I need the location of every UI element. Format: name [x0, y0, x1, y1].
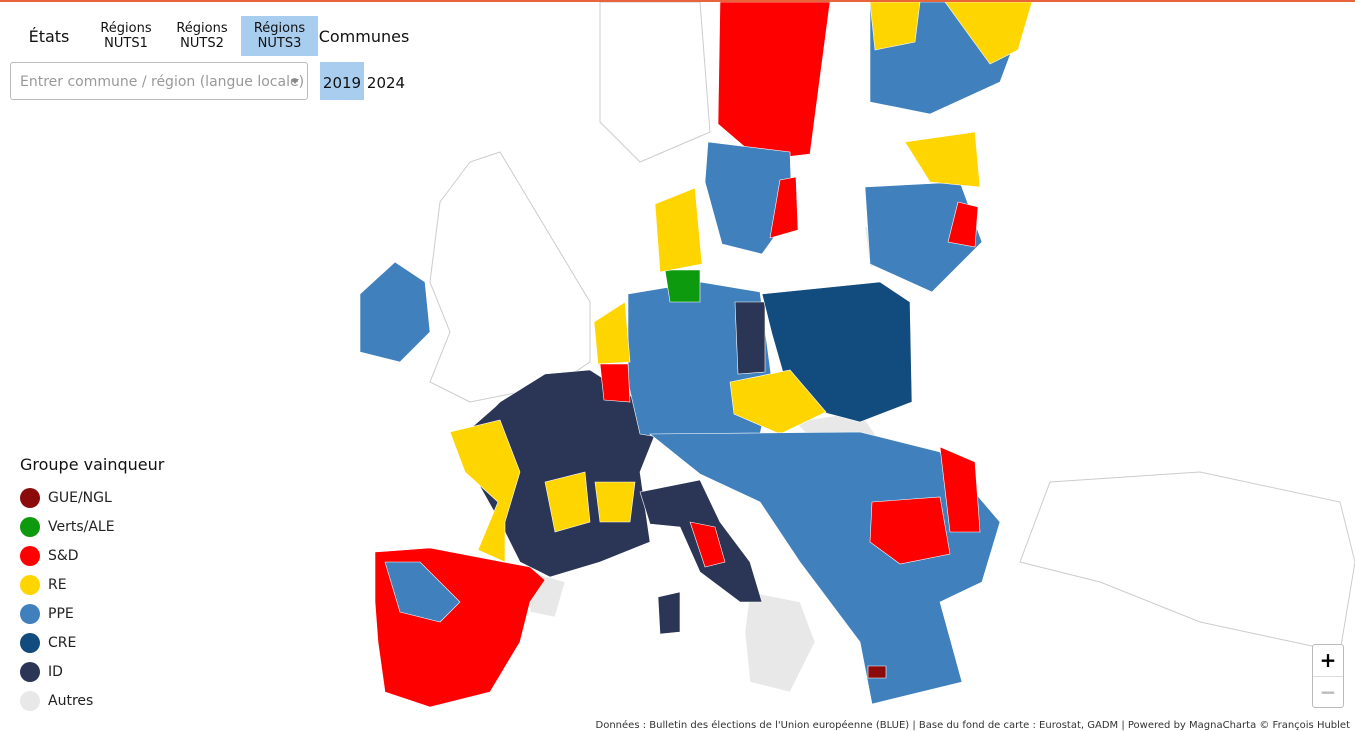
legend-title: Groupe vainqueur — [20, 455, 165, 474]
attribution: Données : Bulletin des élections de l'Un… — [595, 720, 1350, 731]
year-button[interactable]: 2024 — [366, 74, 406, 92]
year-button[interactable]: 2019 — [320, 62, 364, 100]
zoom-control: + − — [1312, 644, 1344, 708]
tab[interactable]: Régions NUTS1 — [94, 16, 158, 56]
legend-item: GUE/NGL — [20, 483, 164, 512]
legend-swatch — [20, 574, 40, 595]
land — [599, 2, 711, 163]
legend-label: Verts/ALE — [48, 518, 115, 535]
region — [734, 301, 766, 375]
tab[interactable]: Régions NUTS3 — [241, 16, 318, 56]
tab-label: NUTS2 — [180, 36, 224, 51]
region — [384, 561, 461, 623]
region — [744, 591, 816, 693]
region — [594, 481, 636, 523]
legend-item: Verts/ALE — [20, 512, 164, 541]
legend-label: RE — [48, 576, 67, 593]
region — [947, 201, 979, 248]
tab-label: NUTS3 — [257, 36, 302, 51]
legend-item: RE — [20, 570, 164, 599]
region — [729, 369, 827, 435]
legend-item: CRE — [20, 628, 164, 657]
region — [664, 269, 701, 303]
region — [769, 176, 799, 239]
legend-swatch — [20, 603, 40, 624]
land — [1019, 471, 1355, 653]
legend-item: PPE — [20, 599, 164, 628]
zoom-out[interactable]: − — [1313, 676, 1343, 708]
region — [544, 471, 591, 533]
tab-label: Régions — [100, 21, 152, 36]
region — [599, 363, 631, 403]
region — [944, 2, 1033, 65]
region — [689, 521, 726, 568]
tab[interactable]: États — [20, 16, 78, 56]
land — [429, 151, 591, 403]
legend-item: Autres — [20, 686, 164, 715]
region — [869, 2, 921, 51]
region — [939, 446, 981, 533]
region — [593, 301, 631, 365]
legend-item: S&D — [20, 541, 164, 570]
tab-label: NUTS1 — [104, 36, 148, 51]
tab[interactable]: Régions NUTS2 — [170, 16, 234, 56]
region — [359, 261, 431, 363]
region — [867, 665, 887, 679]
legend-item: ID — [20, 657, 164, 686]
search-box[interactable]: Entrer commune / région (langue locale) — [10, 62, 308, 100]
tab[interactable]: Communes — [319, 16, 410, 56]
legend-label: GUE/NGL — [48, 489, 112, 506]
legend-swatch — [20, 487, 40, 508]
legend-label: PPE — [48, 605, 74, 622]
legend-label: S&D — [48, 547, 79, 564]
regions — [359, 2, 1033, 708]
legend: Groupe vainqueur GUE/NGL Verts/ALE S&D RE PPE… — [20, 455, 164, 715]
region — [704, 141, 793, 255]
region — [654, 187, 703, 273]
legend-label: Autres — [48, 692, 94, 709]
legend-swatch — [20, 632, 40, 653]
legend-label: ID — [48, 663, 63, 680]
tab-label: Régions — [253, 21, 306, 36]
tab-label: Régions — [176, 21, 228, 36]
legend-swatch — [20, 516, 40, 537]
legend-swatch — [20, 545, 40, 566]
region — [449, 419, 521, 563]
legend-swatch — [20, 661, 40, 682]
legend-swatch — [20, 690, 40, 711]
region — [657, 591, 681, 635]
tab-label: États — [28, 26, 70, 46]
region — [717, 2, 831, 161]
region — [904, 131, 981, 188]
legend-label: CRE — [48, 634, 77, 651]
dropdown-arrow — [291, 79, 299, 84]
tab-label: Communes — [318, 26, 410, 46]
region — [869, 496, 951, 565]
zoom-in[interactable]: + — [1319, 648, 1337, 672]
placeholder: Entrer commune / région (langue locale) — [20, 74, 305, 90]
